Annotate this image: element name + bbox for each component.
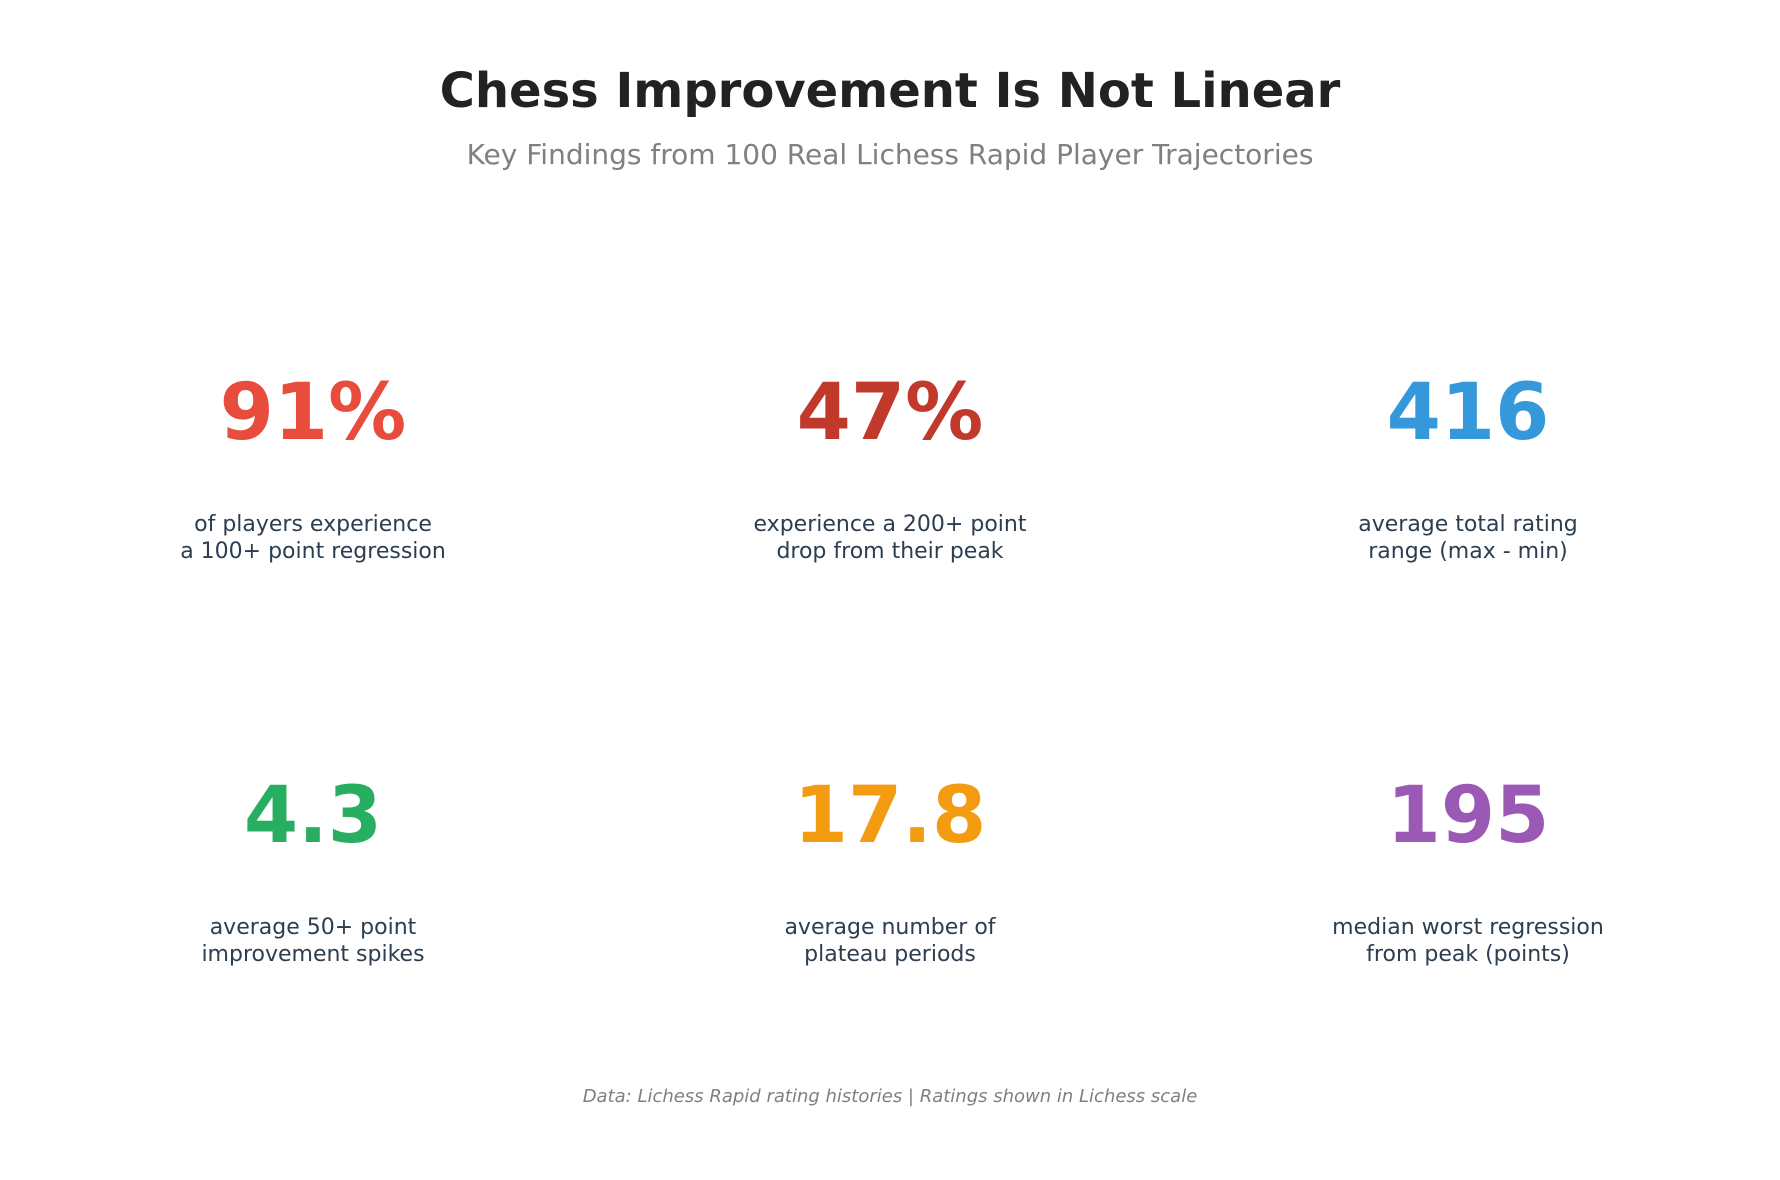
- stat-card-worst-regression: 195 median worst regression from peak (p…: [1188, 771, 1748, 968]
- stat-description: experience a 200+ point drop from their …: [753, 512, 1027, 564]
- page-subtitle: Key Findings from 100 Real Lichess Rapid…: [466, 138, 1314, 171]
- stat-value: 91%: [219, 368, 407, 458]
- stat-value: 47%: [796, 368, 984, 458]
- stat-card-plateau-periods: 17.8 average number of plateau periods: [610, 771, 1170, 968]
- stat-description: average total rating range (max - min): [1358, 512, 1578, 564]
- data-source-note: Data: Lichess Rapid rating histories | R…: [582, 1086, 1198, 1107]
- stat-card-regression-100: 91% of players experience a 100+ point r…: [33, 368, 593, 565]
- stat-card-rating-range: 416 average total rating range (max - mi…: [1188, 368, 1748, 565]
- stat-card-drop-200: 47% experience a 200+ point drop from th…: [610, 368, 1170, 565]
- stat-value: 416: [1386, 368, 1550, 458]
- stat-description: median worst regression from peak (point…: [1332, 915, 1604, 967]
- stat-description: average number of plateau periods: [784, 915, 996, 967]
- stat-description: average 50+ point improvement spikes: [201, 915, 425, 967]
- stat-description: of players experience a 100+ point regre…: [180, 512, 446, 564]
- page-title: Chess Improvement Is Not Linear: [439, 63, 1341, 119]
- stat-value: 17.8: [793, 771, 987, 861]
- stat-card-improvement-spikes: 4.3 average 50+ point improvement spikes: [33, 771, 593, 968]
- stat-value: 195: [1386, 771, 1550, 861]
- stat-value: 4.3: [243, 771, 383, 861]
